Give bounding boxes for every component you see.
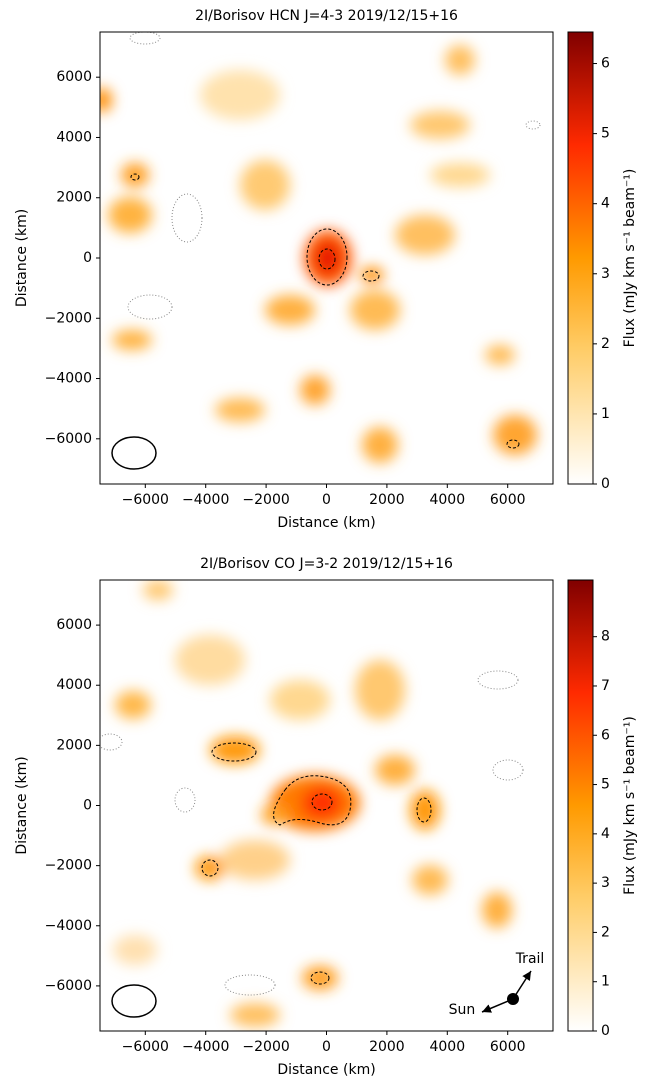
colorbar-label: Flux (mJy km s⁻¹ beam⁻¹) [622, 716, 638, 895]
colorbar-tick-label: 6 [601, 56, 610, 72]
y-axis-label: Distance (km) [14, 756, 30, 854]
y-tick-label: −6000 [45, 431, 92, 447]
y-tick-label: 2000 [56, 737, 92, 753]
x-tick-label: 6000 [490, 1039, 526, 1055]
x-axis-label: Distance (km) [277, 1062, 375, 1078]
contours [100, 670, 524, 1018]
colorbar-tick-label: 6 [601, 727, 610, 743]
colorbar-tick-label: 3 [601, 875, 610, 891]
colorbar-tick-label: 2 [601, 336, 610, 352]
colorbar-tick-label: 0 [601, 1023, 610, 1039]
y-tick-label: 0 [83, 250, 92, 266]
colorbar-tick-label: 5 [601, 777, 610, 793]
colorbar-tick-label: 0 [601, 476, 610, 492]
annotation: Trail [515, 951, 545, 967]
y-tick-label: 0 [83, 798, 92, 814]
x-tick-label: 6000 [490, 492, 526, 508]
colorbar-tick-label: 1 [601, 406, 610, 422]
colorbar-tick-label: 3 [601, 266, 610, 282]
x-tick-label: 4000 [429, 1039, 465, 1055]
x-tick-label: 2000 [369, 1039, 405, 1055]
y-tick-label: 4000 [56, 677, 92, 693]
colorbar-tick-label: 1 [601, 974, 610, 990]
colorbar-tick-label: 5 [601, 126, 610, 142]
y-tick-label: 4000 [56, 129, 92, 145]
x-tick-label: 0 [322, 1039, 331, 1055]
y-tick-label: −4000 [45, 371, 92, 387]
y-tick-label: 2000 [56, 190, 92, 206]
y-tick-label: −2000 [45, 310, 92, 326]
image [100, 45, 537, 463]
colorbar [567, 31, 594, 485]
x-tick-label: 4000 [429, 492, 465, 508]
x-tick-label: −2000 [242, 1039, 289, 1055]
chart-title: 2I/Borisov CO J=3-2 2019/12/15+16 [200, 556, 453, 572]
colorbar-tick-label: 4 [601, 196, 610, 212]
colorbar-tick-label: 8 [601, 629, 610, 645]
colorbar-label: Flux (mJy km s⁻¹ beam⁻¹) [622, 169, 638, 348]
x-tick-label: 0 [322, 492, 331, 508]
colorbar-tick-label: 7 [601, 678, 610, 694]
chart-title: 2I/Borisov HCN J=4-3 2019/12/15+16 [195, 8, 458, 24]
y-tick-label: 6000 [56, 617, 92, 633]
orientation-arrows [481, 970, 532, 1013]
x-tick-label: −6000 [122, 492, 169, 508]
y-tick-label: −6000 [45, 978, 92, 994]
y-tick-label: −2000 [45, 858, 92, 874]
contours [111, 32, 541, 470]
image [113, 580, 512, 1027]
x-axis-label: Distance (km) [277, 515, 375, 531]
y-axis-label: Distance (km) [14, 209, 30, 307]
y-tick-label: −4000 [45, 918, 92, 934]
x-tick-label: 2000 [369, 492, 405, 508]
colorbar-tick-label: 4 [601, 826, 610, 842]
x-tick-label: −4000 [182, 1039, 229, 1055]
x-tick-label: −2000 [242, 492, 289, 508]
y-tick-label: 6000 [56, 69, 92, 85]
x-tick-label: −6000 [122, 1039, 169, 1055]
annotation: Sun [449, 1002, 476, 1018]
x-tick-label: −4000 [182, 492, 229, 508]
colorbar [567, 579, 594, 1032]
colorbar-tick-label: 2 [601, 924, 610, 940]
